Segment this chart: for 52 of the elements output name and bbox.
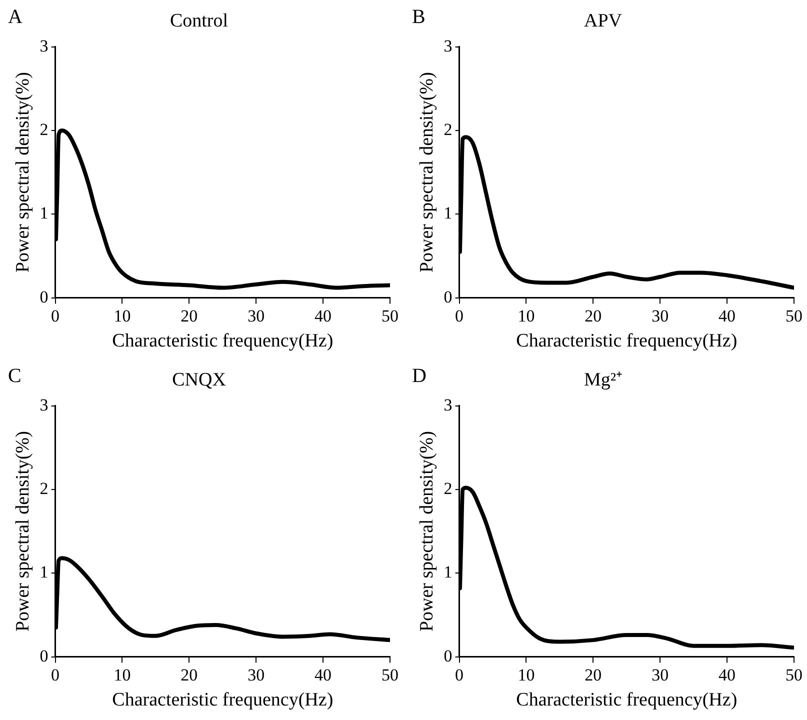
- y-tick-label: 1: [444, 562, 452, 582]
- chart-title: CNQX: [172, 369, 226, 390]
- x-tick-label: 50: [786, 306, 802, 326]
- y-tick-label: 0: [444, 646, 452, 666]
- x-tick-label: 50: [382, 306, 398, 326]
- x-tick-label: 40: [718, 665, 736, 684]
- y-axis-title: Power spectral density(%): [416, 431, 438, 632]
- x-tick-label: 20: [180, 665, 198, 684]
- y-tick-label: 2: [444, 478, 452, 498]
- x-axis-title: Characteristic frequency(Hz): [112, 690, 334, 711]
- x-tick-label: 20: [584, 306, 602, 326]
- y-tick-label: 1: [40, 204, 48, 223]
- text: B: [412, 6, 426, 29]
- x-axis-title: Characteristic frequency(Hz): [516, 690, 738, 711]
- y-tick-label: 0: [444, 287, 452, 306]
- x-tick-label: 40: [314, 306, 332, 326]
- x-tick-label: 10: [114, 306, 131, 326]
- y-tick-label: 0: [40, 287, 48, 306]
- y-tick-label: 2: [444, 120, 452, 139]
- x-tick-label: 10: [114, 665, 131, 684]
- y-tick-label: 3: [40, 36, 48, 56]
- text: D: [412, 365, 426, 388]
- x-tick-label: 40: [718, 306, 736, 326]
- y-tick-label: 1: [444, 204, 452, 223]
- y-axis-title: Power spectral density(%): [12, 72, 34, 273]
- y-axis-title: Power spectral density(%): [12, 431, 34, 632]
- x-axis-title: Characteristic frequency(Hz): [112, 330, 334, 352]
- y-tick-label: 3: [444, 395, 452, 414]
- x-tick-label: 30: [248, 306, 265, 326]
- chart-title: Control: [170, 10, 228, 32]
- y-tick-label: 1: [40, 562, 48, 582]
- x-tick-label: 10: [518, 306, 535, 326]
- y-tick-label: 3: [40, 395, 48, 414]
- x-tick-label: 20: [180, 306, 198, 326]
- x-tick-label: 30: [652, 665, 669, 684]
- x-tick-label: 20: [584, 665, 602, 684]
- x-tick-label: 30: [248, 665, 265, 684]
- x-axis-title: Characteristic frequency(Hz): [516, 330, 738, 352]
- chart-title: Mg²⁺: [584, 369, 622, 390]
- x-tick-label: 40: [314, 665, 332, 684]
- x-tick-label: 10: [518, 665, 535, 684]
- y-tick-label: 2: [40, 120, 48, 139]
- y-axis-title: Power spectral density(%): [416, 72, 438, 273]
- y-tick-label: 2: [40, 478, 48, 498]
- x-tick-label: 50: [382, 665, 398, 684]
- x-tick-label: 30: [652, 306, 669, 326]
- y-tick-label: 3: [444, 36, 452, 56]
- y-tick-label: 0: [40, 646, 48, 666]
- chart-title: APV: [584, 10, 622, 32]
- text: C: [8, 365, 22, 388]
- x-tick-label: 50: [786, 665, 802, 684]
- text: A: [8, 6, 22, 29]
